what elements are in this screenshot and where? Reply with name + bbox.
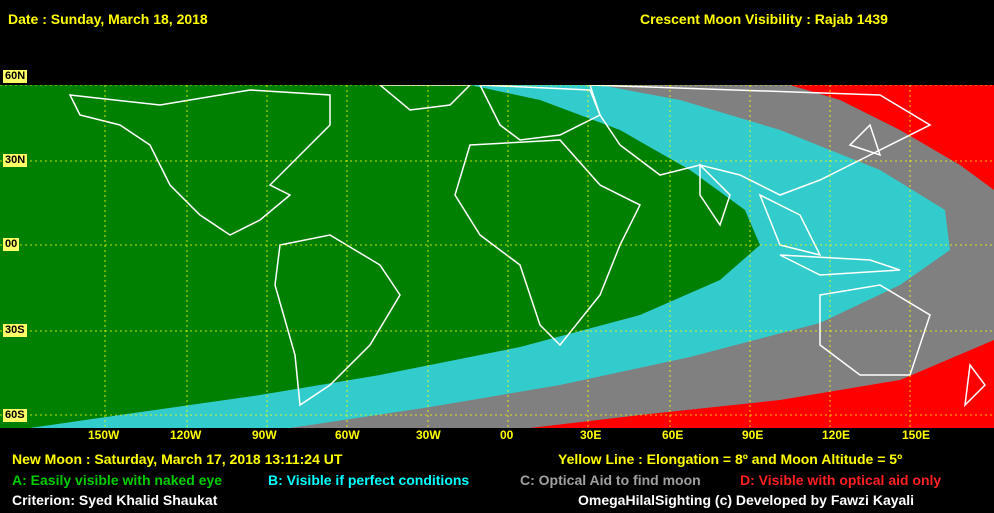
criterion-label: Criterion: Syed Khalid Shaukat (12, 492, 218, 508)
lat-label-00: 00 (3, 238, 20, 251)
lon-label-30w: 30W (416, 428, 441, 442)
lon-label-60e: 60E (662, 428, 684, 442)
map-title: Crescent Moon Visibility : Rajab 1439 (640, 11, 888, 27)
lat-label-60s: 60S (3, 409, 27, 422)
lat-lon-grid (0, 85, 994, 428)
credit-label: OmegaHilalSighting (c) Developed by Fawz… (578, 492, 915, 508)
lat-label-60n: 60N (3, 70, 28, 83)
date-label: Date : Sunday, March 18, 2018 (8, 11, 208, 27)
legend-c: C: Optical Aid to find moon (520, 472, 701, 488)
legend-d: D: Visible with optical aid only (740, 472, 942, 488)
lat-label-30n: 30N (3, 154, 28, 167)
lon-label-00: 00 (500, 428, 514, 442)
visibility-map (0, 85, 994, 428)
legend-a: A: Easily visible with naked eye (12, 472, 223, 488)
lon-label-120w: 120W (170, 428, 202, 442)
lon-label-60w: 60W (335, 428, 360, 442)
lon-label-150e: 150E (902, 428, 931, 442)
legend-b: B: Visible if perfect conditions (268, 472, 470, 488)
lat-label-30s: 30S (3, 324, 27, 337)
lon-label-120e: 120E (822, 428, 851, 442)
lon-label-30e: 30E (580, 428, 602, 442)
zone-d-region (790, 85, 994, 190)
zone-d-region-south (530, 340, 994, 428)
zone-c-region (290, 85, 994, 428)
lon-label-150w: 150W (88, 428, 120, 442)
new-moon-label: New Moon : Saturday, March 17, 2018 13:1… (12, 451, 343, 467)
lon-label-90w: 90W (252, 428, 277, 442)
yellow-line-note: Yellow Line : Elongation = 8º and Moon A… (558, 451, 903, 467)
lon-label-90e: 90E (742, 428, 764, 442)
